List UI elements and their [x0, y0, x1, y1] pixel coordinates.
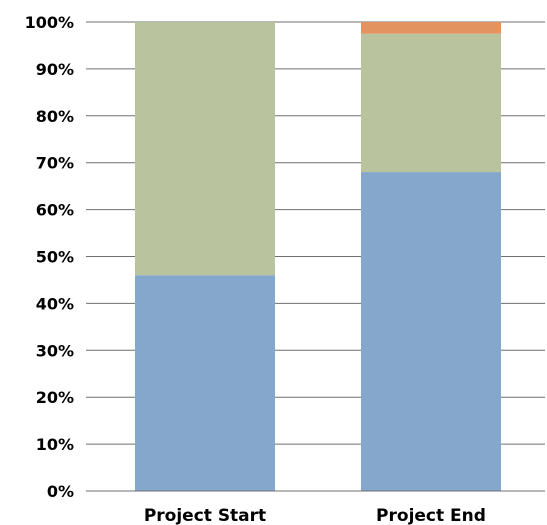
x-axis-labels: Project Start Project End	[144, 506, 486, 525]
y-tick-label: 70%	[36, 154, 74, 173]
bar-segment-end-1	[361, 33, 501, 173]
bar-stacks	[135, 22, 501, 491]
y-tick-label: 80%	[36, 107, 74, 126]
x-category-label: Project End	[376, 506, 486, 525]
y-axis-ticks: 0% 10% 20% 30% 40% 50% 60% 70% 80% 90% 100%	[25, 13, 74, 501]
y-tick-label: 60%	[36, 201, 74, 220]
bar-segment-end-2	[361, 22, 501, 34]
y-tick-label: 10%	[36, 435, 74, 454]
y-tick-label: 50%	[36, 248, 74, 267]
bar-segment-start-1	[135, 22, 275, 276]
y-tick-label: 30%	[36, 341, 74, 360]
x-category-label: Project Start	[144, 506, 266, 525]
bar-segment-end-0	[361, 172, 501, 491]
y-tick-label: 20%	[36, 388, 74, 407]
y-tick-label: 90%	[36, 60, 74, 79]
y-tick-label: 100%	[25, 13, 74, 32]
y-tick-label: 0%	[47, 482, 74, 501]
bar-segment-start-0	[135, 275, 275, 491]
y-tick-label: 40%	[36, 294, 74, 313]
